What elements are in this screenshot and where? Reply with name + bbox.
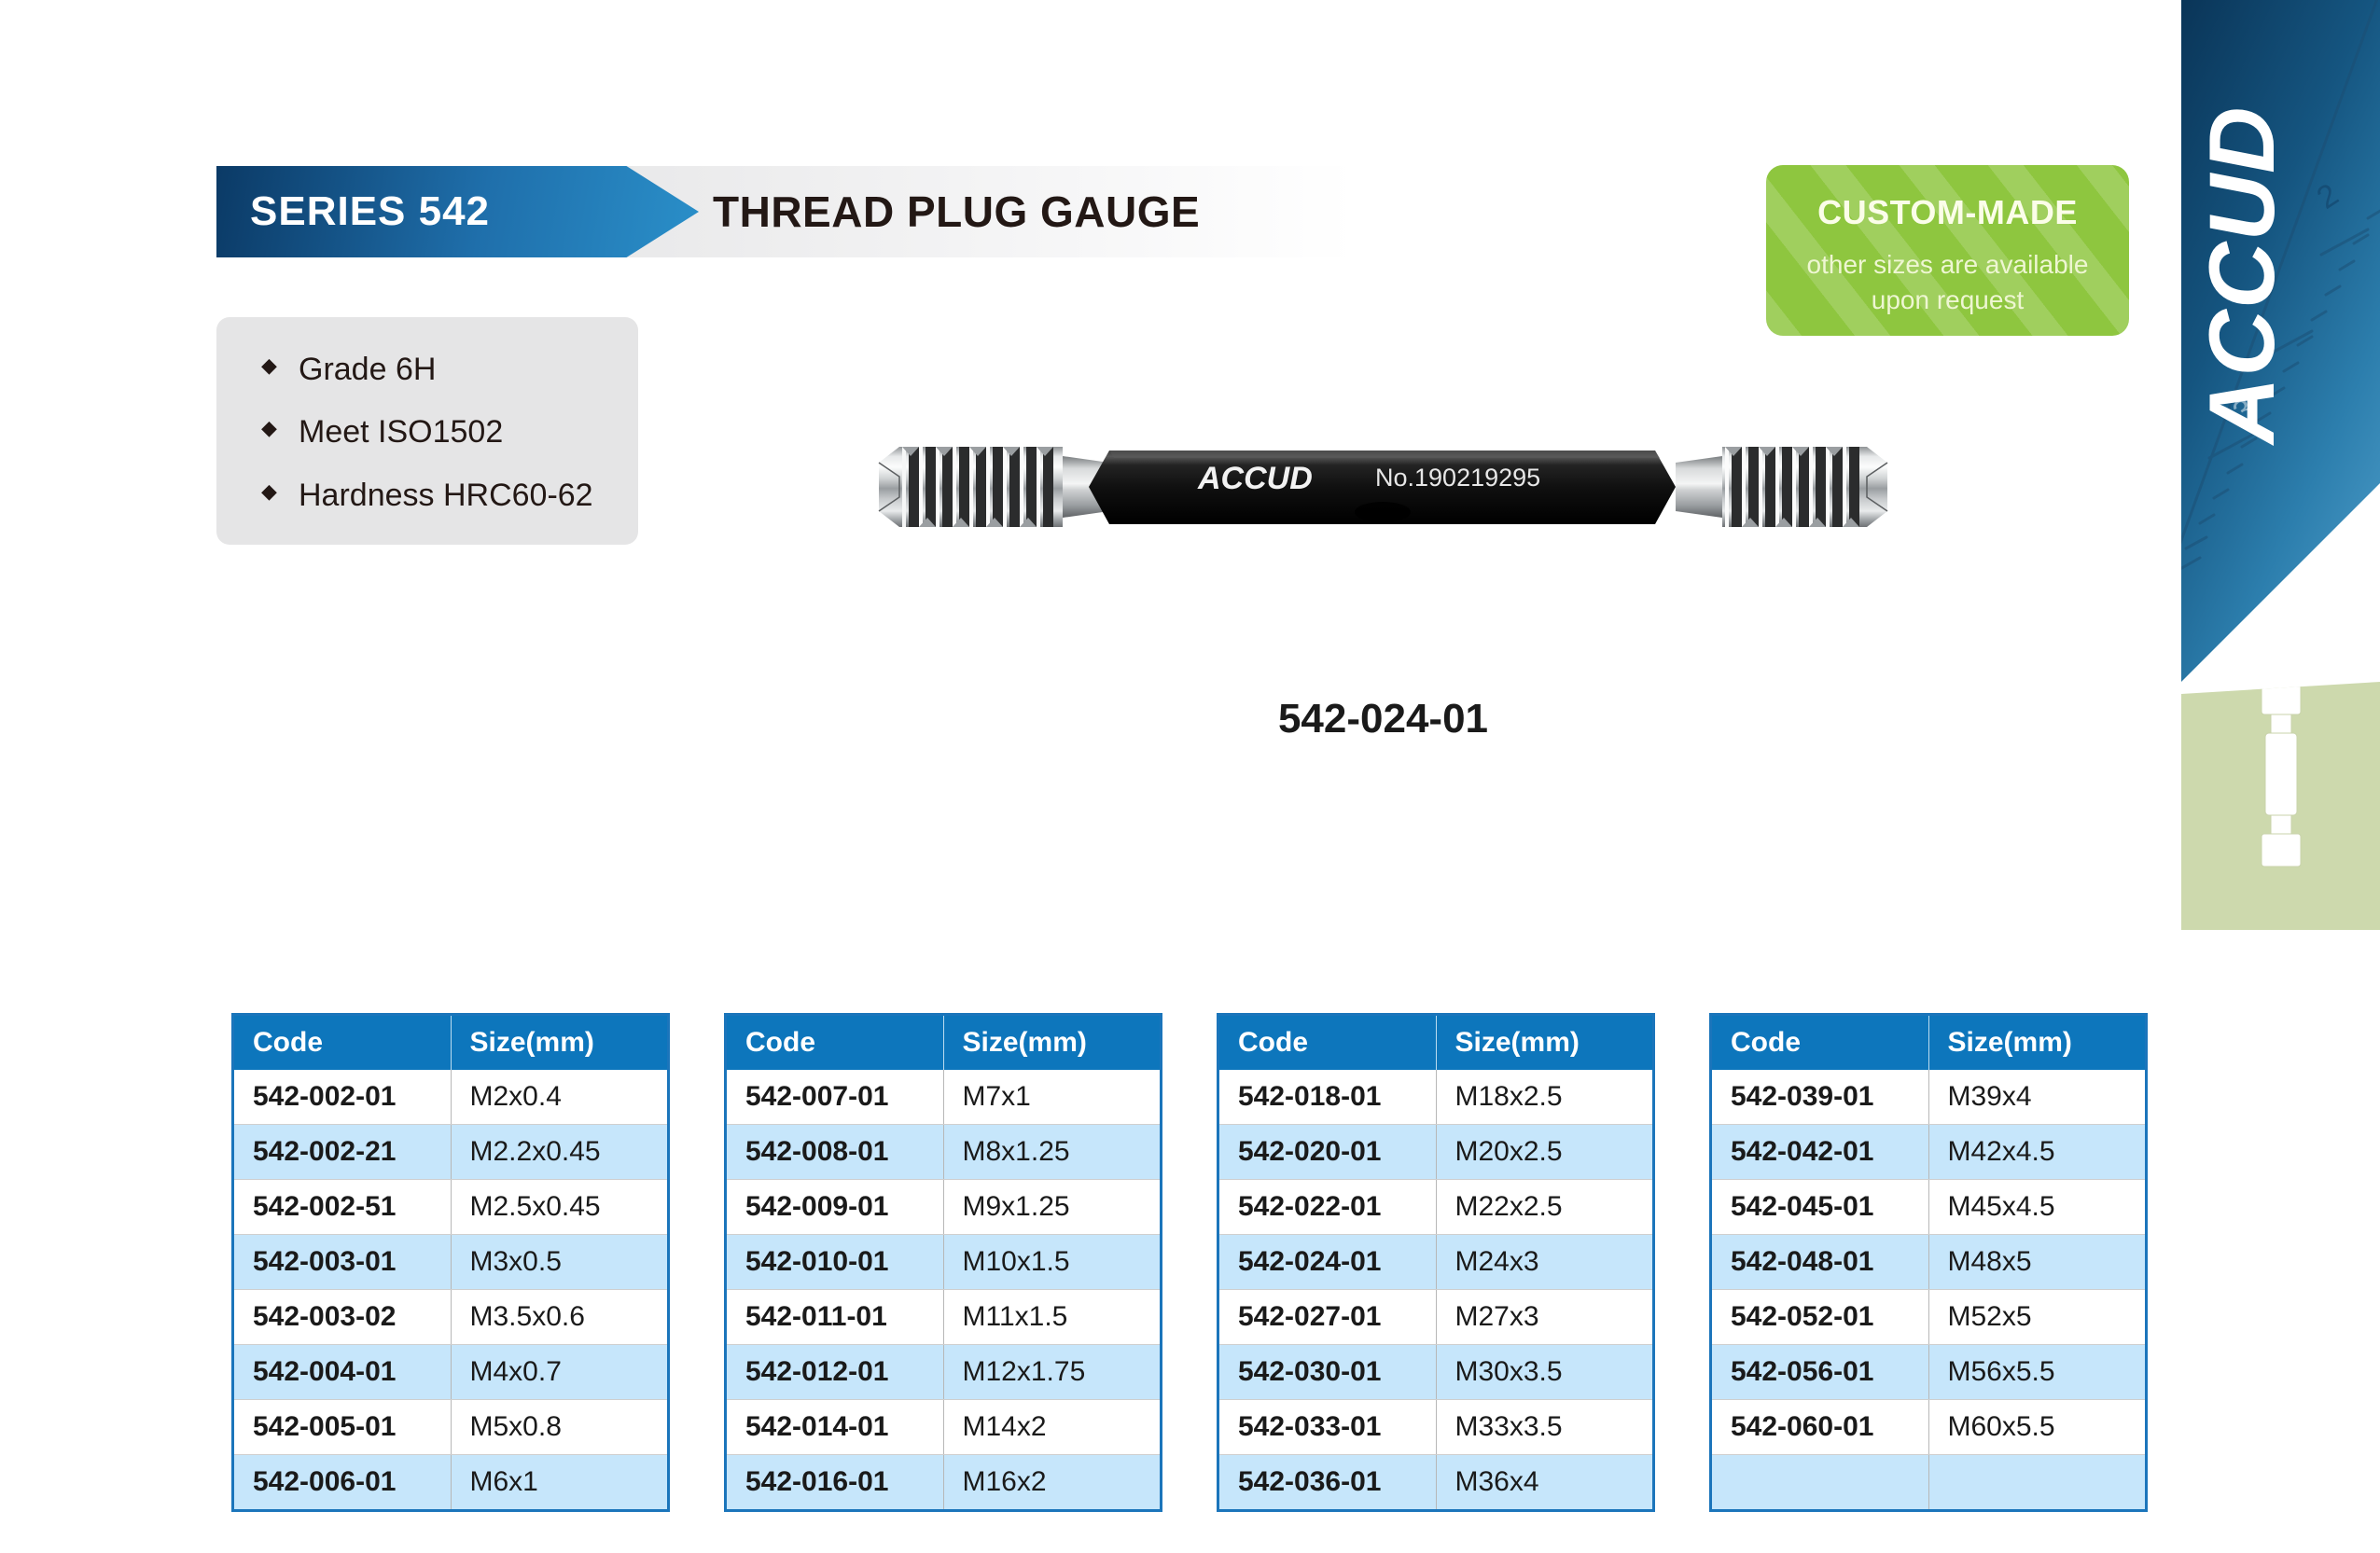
svg-text:No.190219295: No.190219295 xyxy=(1375,464,1540,492)
svg-text:0: 0 xyxy=(2367,588,2380,627)
svg-text:2: 2 xyxy=(2311,177,2345,216)
svg-text:ACCUD: ACCUD xyxy=(1197,461,1313,496)
